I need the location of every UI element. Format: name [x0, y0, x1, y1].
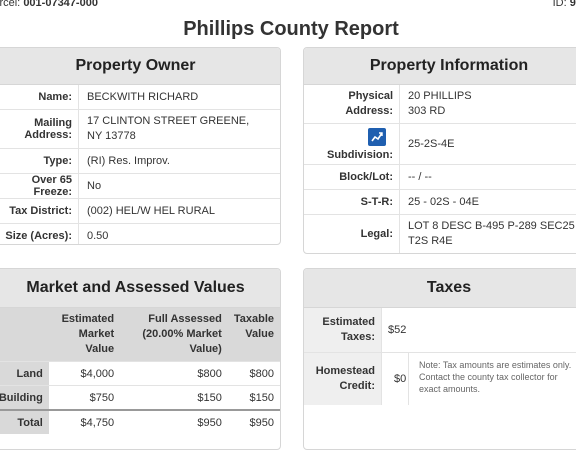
type-label: Type:	[0, 149, 79, 173]
taxes-heading: Taxes	[304, 269, 576, 308]
subdivision-label: Subdivision:	[327, 148, 393, 161]
taxes-card: Taxes Estimated Taxes: $52 Homestead Cre…	[303, 268, 576, 450]
homestead-credit-row: Homestead Credit: $0 Note: Tax amounts a…	[304, 353, 576, 405]
id-value: 91	[569, 0, 576, 9]
size-acres-value: 0.50	[87, 230, 109, 242]
market-assessed-values-heading: Market and Assessed Values	[0, 269, 280, 308]
over-65-freeze-label: Over 65 Freeze:	[0, 174, 79, 198]
str-label: S-T-R:	[304, 190, 400, 214]
block-lot-row: Block/Lot: -- / --	[304, 165, 576, 190]
owner-name-label: Name:	[0, 85, 79, 109]
page-title: Phillips County Report	[183, 18, 399, 40]
property-information-card: Property Information Physical Address: 2…	[303, 47, 576, 254]
tax-district-label: Tax District:	[0, 199, 79, 223]
row-label: Land	[0, 361, 49, 386]
taxable-value: $150	[227, 385, 280, 410]
full-assessed-header: Full Assessed (20.00% Market Value)	[120, 308, 228, 362]
taxable-value: $800	[227, 361, 280, 386]
mailing-address-label: Mailing Address:	[0, 110, 79, 148]
size-acres-row: Size (Acres): 0.50	[0, 224, 280, 244]
table-total-row: Total $4,750 $950 $950	[0, 409, 280, 434]
property-information-heading: Property Information	[304, 48, 576, 85]
subdivision-label-cell: Subdivision:	[304, 124, 400, 164]
mailing-address-value: 17 CLINTON STREET GREENE, NY 13778	[87, 115, 250, 142]
block-lot-label: Block/Lot:	[304, 165, 400, 189]
over-65-freeze-row: Over 65 Freeze: No	[0, 174, 280, 199]
mailing-address-row: Mailing Address: 17 CLINTON STREET GREEN…	[0, 110, 280, 149]
homestead-credit-value: $0	[394, 373, 407, 385]
id-field: ID: 91	[553, 0, 576, 9]
parcel-value: 001-07347-000	[23, 0, 98, 9]
str-value: 25 - 02S - 04E	[408, 196, 479, 208]
subdivision-row: Subdivision: 25-2S-4E	[304, 124, 576, 165]
physical-address-row: Physical Address: 20 PHILLIPS 303 RD	[304, 85, 576, 124]
tax-district-row: Tax District: (002) HEL/W HEL RURAL	[0, 199, 280, 224]
legal-row: Legal: LOT 8 DESC B-495 P-289 SEC25 T2S …	[304, 215, 576, 253]
taxable-value: $950	[227, 409, 280, 434]
tax-note: Note: Tax amounts are estimates only. Co…	[408, 353, 576, 405]
subdivision-value: 25-2S-4E	[408, 138, 455, 150]
tax-district-value: (002) HEL/W HEL RURAL	[87, 205, 215, 217]
estimated-market-value-header: Estimated Market Value	[48, 308, 121, 362]
block-lot-value: -- / --	[408, 171, 432, 183]
homestead-credit-label: Homestead Credit:	[304, 353, 382, 405]
owner-name-value: BECKWITH RICHARD	[87, 91, 199, 103]
legal-value: LOT 8 DESC B-495 P-289 SEC25 T2S R4E	[408, 220, 575, 247]
full-assessed-value: $800	[120, 361, 228, 386]
top-bar: Parcel: 001-07347-000 ID: 91	[0, 0, 576, 12]
parcel-number: Parcel: 001-07347-000	[0, 0, 98, 9]
type-row: Type: (RI) Res. Improv.	[0, 149, 280, 174]
over-65-freeze-value: No	[87, 180, 102, 192]
row-label: Total	[0, 409, 49, 434]
table-row: Land $4,000 $800 $800	[0, 361, 280, 386]
estimated-market-value: $4,000	[48, 361, 121, 386]
estimated-market-value: $4,750	[48, 409, 121, 434]
market-assessed-values-card: Market and Assessed Values Estimated Mar…	[0, 268, 281, 450]
id-label: ID:	[552, 0, 567, 9]
market-values-table: Estimated Market Value Full Assessed (20…	[0, 308, 280, 434]
full-assessed-value: $150	[120, 385, 228, 410]
physical-address-value: 20 PHILLIPS 303 RD	[408, 90, 472, 117]
estimated-taxes-value: $52	[388, 324, 407, 336]
estimated-taxes-label: Estimated Taxes:	[304, 308, 382, 352]
taxable-value-header: Taxable Value	[227, 308, 280, 362]
property-owner-heading: Property Owner	[0, 48, 280, 85]
str-row: S-T-R: 25 - 02S - 04E	[304, 190, 576, 215]
full-assessed-value: $950	[120, 409, 228, 434]
row-label: Building	[0, 385, 49, 410]
row-label-header	[0, 308, 49, 362]
size-acres-label: Size (Acres):	[0, 224, 79, 244]
chart-line-icon[interactable]	[368, 127, 386, 146]
property-owner-card: Property Owner Name: BECKWITH RICHARD Ma…	[0, 47, 281, 245]
legal-label: Legal:	[304, 215, 400, 253]
estimated-market-value: $750	[48, 385, 121, 410]
type-value: (RI) Res. Improv.	[87, 155, 170, 167]
table-header-row: Estimated Market Value Full Assessed (20…	[0, 308, 280, 362]
table-row: Building $750 $150 $150	[0, 385, 280, 410]
owner-name-row: Name: BECKWITH RICHARD	[0, 85, 280, 110]
parcel-label: Parcel:	[0, 0, 21, 9]
physical-address-label: Physical Address:	[304, 85, 400, 123]
estimated-taxes-row: Estimated Taxes: $52	[304, 308, 576, 353]
